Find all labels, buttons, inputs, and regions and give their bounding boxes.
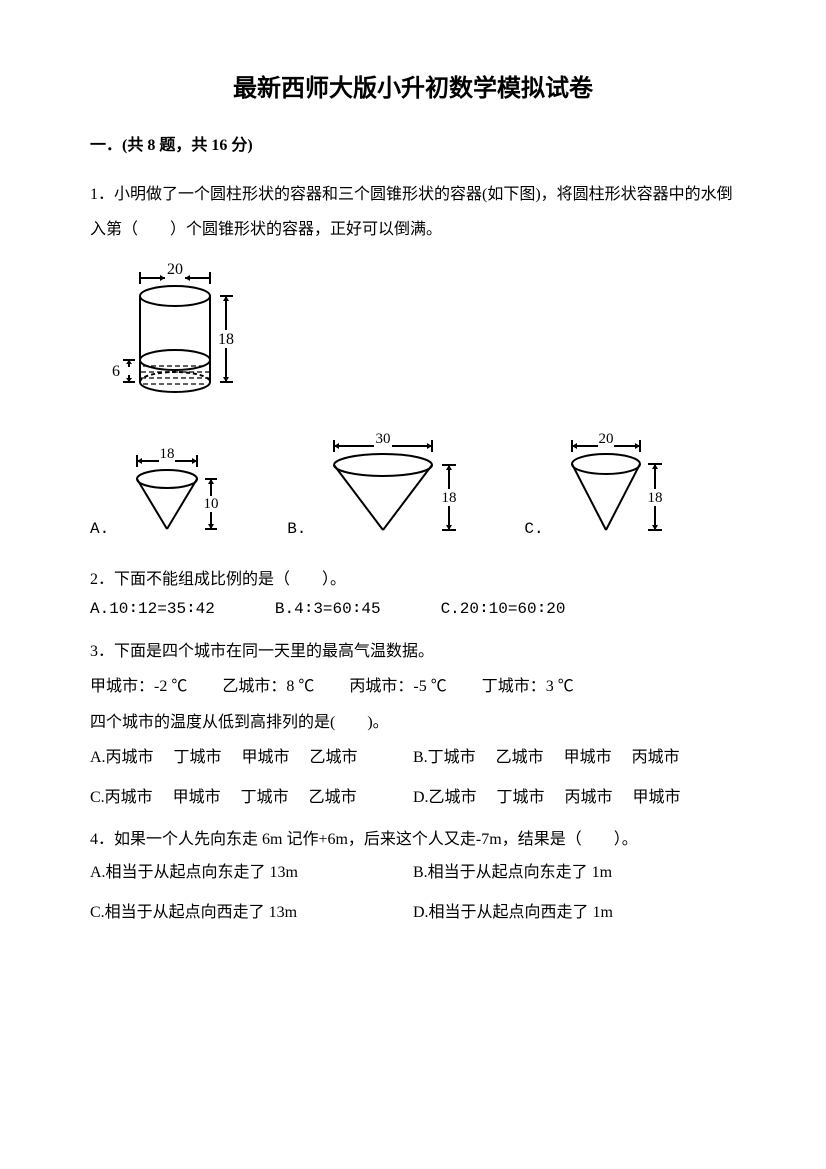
svg-text:18: 18 [442, 490, 457, 506]
question-3: 3．下面是四个城市在同一天里的最高气温数据。 甲城市：-2 ℃ 乙城市：8 ℃ … [90, 639, 736, 811]
q3-city4: 丁城市：3 ℃ [482, 674, 574, 700]
q3-text: 3．下面是四个城市在同一天里的最高气温数据。 [90, 639, 736, 665]
q4-option-d: D.相当于从起点向西走了 1m [413, 900, 736, 926]
q1-option-c-label: C. [524, 517, 543, 543]
q4-option-c: C.相当于从起点向西走了 13m [90, 900, 413, 926]
page-title: 最新西师大版小升初数学模拟试卷 [90, 70, 736, 108]
q3-option-c: C.丙城市 甲城市 丁城市 乙城市 [90, 785, 413, 811]
q2-text: 2．下面不能组成比例的是（ ）。 [90, 567, 736, 593]
svg-text:10: 10 [204, 496, 219, 512]
q4-option-a: A.相当于从起点向东走了 13m [90, 860, 413, 886]
cyl-width-label: 20 [167, 262, 183, 278]
q2-option-c: C.20∶10=60∶20 [441, 597, 566, 623]
question-4: 4．如果一个人先向东走 6m 记作+6m，后来这个人又走-7m，结果是（ ）。 … [90, 827, 736, 926]
q4-text: 4．如果一个人先向东走 6m 记作+6m，后来这个人又走-7m，结果是（ ）。 [90, 827, 736, 853]
q3-option-d: D.乙城市 丁城市 丙城市 甲城市 [413, 785, 736, 811]
q1-option-b-label: B. [287, 517, 306, 543]
question-2: 2．下面不能组成比例的是（ ）。 A.10∶12=35∶42 B.4∶3=60∶… [90, 567, 736, 622]
svg-text:18: 18 [160, 447, 175, 462]
q3-city2: 乙城市：8 ℃ [222, 674, 314, 700]
q4-option-b: B.相当于从起点向东走了 1m [413, 860, 736, 886]
q1-option-a-label: A. [90, 517, 109, 543]
question-1: 1．小明做了一个圆柱形状的容器和三个圆锥形状的容器(如下图)，将圆柱形状容器中的… [90, 177, 736, 542]
svg-text:18: 18 [647, 490, 662, 506]
q1-cone-row: A. 18 10 B. [90, 432, 736, 542]
q3-city3: 丙城市：-5 ℃ [349, 674, 446, 700]
q2-option-b: B.4∶3=60∶45 [275, 597, 381, 623]
q3-option-b: B.丁城市 乙城市 甲城市 丙城市 [413, 745, 736, 771]
q1-cylinder-figure: 20 18 [105, 262, 736, 402]
q2-option-a: A.10∶12=35∶42 [90, 597, 215, 623]
cyl-height-label: 18 [218, 331, 234, 348]
section-header: 一．(共 8 题，共 16 分) [90, 133, 736, 159]
q3-city1: 甲城市：-2 ℃ [90, 674, 187, 700]
svg-text:30: 30 [376, 432, 391, 447]
cyl-water-label: 6 [112, 363, 120, 380]
svg-text:20: 20 [598, 432, 613, 447]
q1-text: 1．小明做了一个圆柱形状的容器和三个圆锥形状的容器(如下图)，将圆柱形状容器中的… [90, 177, 736, 247]
q3-option-a: A.丙城市 丁城市 甲城市 乙城市 [90, 745, 413, 771]
q3-prompt: 四个城市的温度从低到高排列的是( )。 [90, 710, 736, 736]
